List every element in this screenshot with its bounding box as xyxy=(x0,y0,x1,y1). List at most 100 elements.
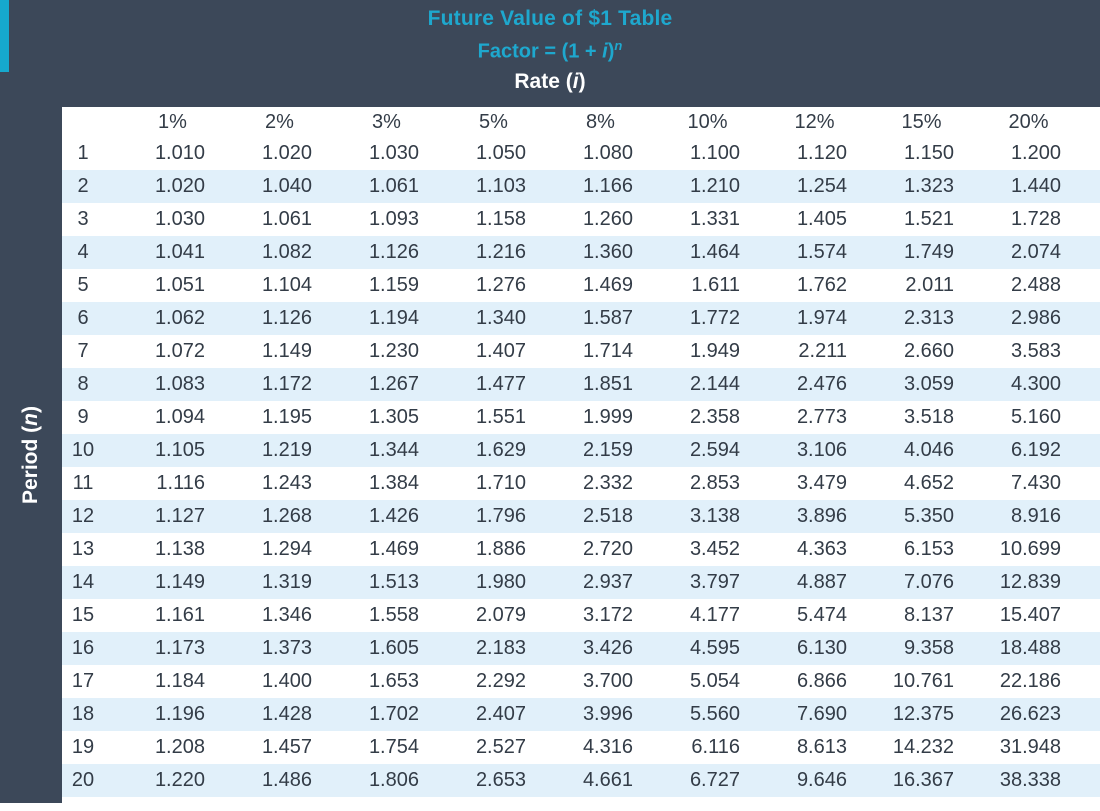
filler-cell xyxy=(1067,665,1100,698)
factor-cell: 7.430 xyxy=(1010,472,1061,494)
rate-var-i: i xyxy=(572,69,579,93)
factor-table: 1% 2% 3% 5% 8% 10% 12% 15% 20% 1 1.010 1.020 1.030 1… xyxy=(62,107,1100,797)
factor-cell: 1.360 xyxy=(582,241,633,263)
factor-cell: 1.605 xyxy=(368,637,419,659)
factor-cell: 1.210 xyxy=(689,175,740,197)
rate-column-header: 20% xyxy=(1008,110,1049,133)
factor-cell: 1.103 xyxy=(475,175,526,197)
factor-cell: 3.479 xyxy=(796,472,847,494)
period-cell: 18 xyxy=(71,703,95,725)
factor-cell: 1.116 xyxy=(156,472,205,494)
factor-cell: 4.316 xyxy=(582,736,633,758)
table-row: 5 1.051 1.104 1.159 1.276 1.469 1.611 1.762 2.01… xyxy=(62,269,1100,302)
filler-cell xyxy=(1067,434,1100,467)
factor-cell: 1.710 xyxy=(475,472,526,494)
factor-cell: 1.126 xyxy=(368,241,419,263)
table-row: 14 1.149 1.319 1.513 1.980 2.937 3.797 4.887 7.0… xyxy=(62,566,1100,599)
factor-cell: 1.061 xyxy=(261,208,312,230)
factor-cell: 1.754 xyxy=(368,736,419,758)
factor-cell: 8.613 xyxy=(796,736,847,758)
factor-cell: 10.761 xyxy=(892,670,954,692)
factor-cell: 1.714 xyxy=(582,340,633,362)
factor-cell: 1.477 xyxy=(475,373,526,395)
factor-cell: 5.560 xyxy=(689,703,740,725)
factor-cell: 1.405 xyxy=(796,208,847,230)
factor-cell: 4.652 xyxy=(903,472,954,494)
filler-cell xyxy=(1067,764,1100,797)
factor-cell: 2.527 xyxy=(475,736,526,758)
factor-cell: 2.720 xyxy=(582,538,633,560)
factor-cell: 1.030 xyxy=(368,142,419,164)
period-cell: 13 xyxy=(71,538,95,560)
factor-cell: 1.072 xyxy=(154,340,205,362)
formula-subtitle: Factor = (1 + i)n xyxy=(0,38,1100,64)
factor-cell: 2.660 xyxy=(903,340,954,362)
factor-cell: 1.127 xyxy=(154,505,205,527)
period-cell: 9 xyxy=(77,406,89,428)
factor-cell: 1.104 xyxy=(261,274,312,296)
factor-cell: 1.346 xyxy=(261,604,312,626)
factor-cell: 1.331 xyxy=(689,208,740,230)
factor-cell: 1.384 xyxy=(368,472,419,494)
factor-cell: 1.120 xyxy=(796,142,847,164)
factor-cell: 3.797 xyxy=(689,571,740,593)
factor-cell: 3.138 xyxy=(689,505,740,527)
factor-cell: 18.488 xyxy=(999,637,1061,659)
factor-cell: 26.623 xyxy=(999,703,1061,725)
factor-cell: 1.974 xyxy=(796,307,847,329)
factor-cell: 1.999 xyxy=(582,406,633,428)
page-title: Future Value of $1 Table xyxy=(427,7,673,30)
factor-cell: 1.558 xyxy=(368,604,419,626)
factor-cell: 1.702 xyxy=(368,703,419,725)
factor-cell: 1.041 xyxy=(154,241,205,263)
factor-cell: 6.727 xyxy=(689,769,740,791)
filler-cell xyxy=(1067,368,1100,401)
factor-cell: 2.011 xyxy=(905,274,954,296)
period-var-n: n xyxy=(19,412,43,426)
factor-cell: 9.358 xyxy=(903,637,954,659)
period-prefix: Period ( xyxy=(19,425,43,505)
factor-cell: 1.051 xyxy=(154,274,205,296)
formula-exponent-n: n xyxy=(614,38,623,53)
factor-cell: 1.464 xyxy=(689,241,740,263)
factor-cell: 1.323 xyxy=(903,175,954,197)
factor-cell: 1.851 xyxy=(582,373,633,395)
factor-cell: 1.574 xyxy=(796,241,847,263)
factor-cell: 1.105 xyxy=(154,439,205,461)
factor-cell: 1.149 xyxy=(261,340,312,362)
factor-cell: 1.243 xyxy=(261,472,312,494)
factor-cell: 2.183 xyxy=(475,637,526,659)
factor-cell: 5.474 xyxy=(796,604,847,626)
period-cell: 8 xyxy=(77,373,89,395)
factor-cell: 1.208 xyxy=(154,736,205,758)
factor-cell: 1.260 xyxy=(582,208,633,230)
factor-cell: 38.338 xyxy=(999,769,1061,791)
factor-cell: 1.340 xyxy=(475,307,526,329)
factor-cell: 2.488 xyxy=(1010,274,1061,296)
factor-cell: 1.161 xyxy=(154,604,205,626)
factor-cell: 1.469 xyxy=(368,538,419,560)
rate-column-header: 10% xyxy=(687,110,728,133)
period-cell: 16 xyxy=(71,637,95,659)
factor-cell: 22.186 xyxy=(999,670,1061,692)
factor-cell: 1.184 xyxy=(154,670,205,692)
factor-cell: 1.150 xyxy=(903,142,954,164)
rate-axis-label: Rate (i) xyxy=(0,70,1100,94)
rate-column-header: 1% xyxy=(158,110,187,133)
period-cell: 10 xyxy=(71,439,95,461)
factor-cell: 3.452 xyxy=(689,538,740,560)
rate-column-header: 2% xyxy=(265,110,294,133)
factor-cell: 12.375 xyxy=(892,703,954,725)
table-row: 11 1.116 1.243 1.384 1.710 2.332 2.853 3.479 4.6… xyxy=(62,467,1100,500)
accent-bar xyxy=(0,0,9,72)
period-close: ) xyxy=(19,405,43,413)
factor-cell: 9.646 xyxy=(796,769,847,791)
period-cell: 17 xyxy=(71,670,95,692)
factor-cell: 1.806 xyxy=(368,769,419,791)
filler-cell xyxy=(1067,335,1100,368)
factor-cell: 1.513 xyxy=(368,571,419,593)
table-row: 15 1.161 1.346 1.558 2.079 3.172 4.177 5.474 8.1… xyxy=(62,599,1100,632)
factor-cell: 3.059 xyxy=(903,373,954,395)
factor-cell: 5.054 xyxy=(689,670,740,692)
factor-cell: 3.700 xyxy=(582,670,633,692)
